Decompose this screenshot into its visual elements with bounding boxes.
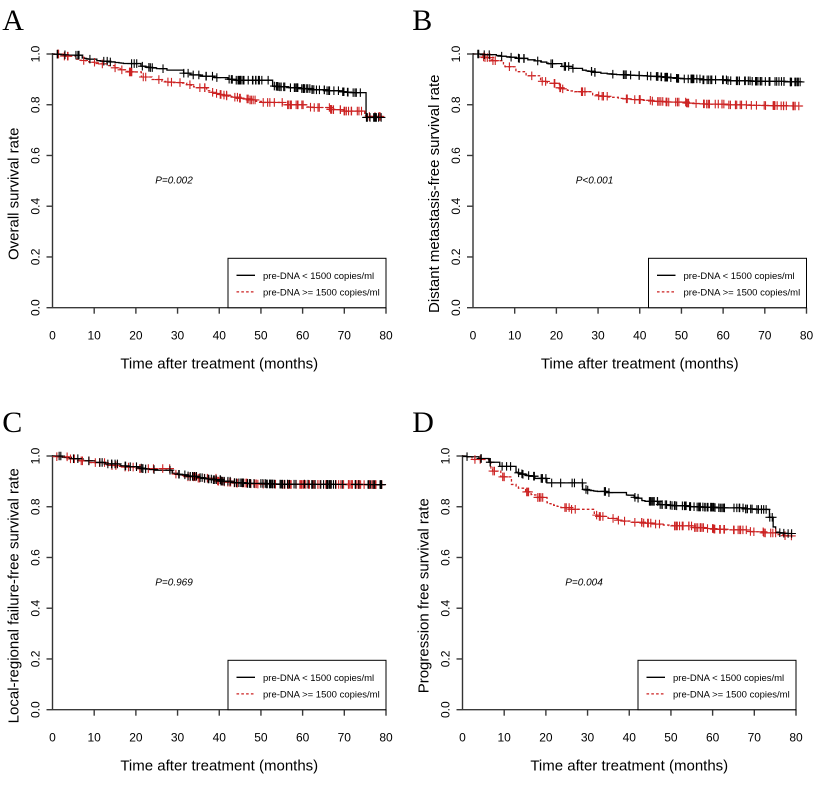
svg-text:0.4: 0.4 [29,198,43,215]
svg-text:80: 80 [379,730,393,744]
svg-text:0.2: 0.2 [449,248,463,265]
svg-text:0: 0 [470,328,477,342]
svg-text:Time after treatment (months): Time after treatment (months) [541,356,739,373]
svg-text:50: 50 [675,328,689,342]
svg-text:70: 70 [338,328,352,342]
svg-text:0.0: 0.0 [29,299,43,316]
svg-text:pre-DNA < 1500 copies/ml: pre-DNA < 1500 copies/ml [263,673,374,684]
svg-text:0.2: 0.2 [29,650,43,667]
svg-text:30: 30 [591,328,605,342]
svg-text:30: 30 [171,730,185,744]
svg-text:Local-regional failure-free su: Local-regional failure-free survival rat… [6,468,23,723]
svg-text:0: 0 [459,730,466,744]
svg-text:pre-DNA >= 1500 copies/ml: pre-DNA >= 1500 copies/ml [263,689,380,700]
svg-text:Overall survival rate: Overall survival rate [6,127,23,260]
svg-text:0.6: 0.6 [29,549,43,566]
svg-text:1.0: 1.0 [29,447,43,464]
svg-text:0.4: 0.4 [29,600,43,617]
svg-text:0.6: 0.6 [439,549,453,566]
svg-text:60: 60 [706,730,720,744]
svg-text:P<0.001: P<0.001 [576,176,614,187]
svg-text:0: 0 [49,730,56,744]
svg-text:pre-DNA < 1500 copies/ml: pre-DNA < 1500 copies/ml [684,271,795,282]
svg-text:A: A [2,4,24,37]
svg-text:80: 80 [789,730,803,744]
svg-text:0.0: 0.0 [439,701,453,718]
svg-text:40: 40 [623,730,637,744]
svg-text:P=0.969: P=0.969 [155,578,193,589]
svg-text:60: 60 [296,730,310,744]
svg-text:Time after treatment (months): Time after treatment (months) [120,356,318,373]
svg-text:10: 10 [88,730,102,744]
svg-text:0.8: 0.8 [29,96,43,113]
svg-text:pre-DNA >= 1500 copies/ml: pre-DNA >= 1500 copies/ml [673,689,790,700]
svg-text:Progression free survival rate: Progression free survival rate [416,498,433,693]
svg-text:70: 70 [758,328,772,342]
svg-text:0.8: 0.8 [449,96,463,113]
svg-text:0.6: 0.6 [449,147,463,164]
svg-text:60: 60 [716,328,730,342]
svg-text:20: 20 [129,730,143,744]
svg-text:20: 20 [539,730,553,744]
svg-text:80: 80 [379,328,393,342]
svg-text:Time after treatment (months): Time after treatment (months) [120,758,318,775]
svg-text:60: 60 [296,328,310,342]
svg-text:50: 50 [254,730,268,744]
svg-text:10: 10 [88,328,102,342]
svg-text:20: 20 [129,328,143,342]
svg-text:70: 70 [748,730,762,744]
svg-text:0.4: 0.4 [449,198,463,215]
svg-text:10: 10 [498,730,512,744]
svg-text:Time after treatment (months): Time after treatment (months) [530,758,728,775]
svg-text:1.0: 1.0 [29,45,43,62]
svg-text:40: 40 [213,730,227,744]
svg-text:40: 40 [633,328,647,342]
svg-text:P=0.004: P=0.004 [565,578,603,589]
svg-text:1.0: 1.0 [439,447,453,464]
svg-text:P=0.002: P=0.002 [155,176,193,187]
svg-text:0.0: 0.0 [449,299,463,316]
svg-text:50: 50 [664,730,678,744]
svg-text:50: 50 [254,328,268,342]
svg-text:0.4: 0.4 [439,600,453,617]
svg-text:D: D [412,406,434,439]
svg-text:B: B [412,4,432,37]
svg-text:0.2: 0.2 [439,650,453,667]
svg-text:20: 20 [550,328,564,342]
svg-text:pre-DNA < 1500 copies/ml: pre-DNA < 1500 copies/ml [673,673,784,684]
svg-text:pre-DNA >= 1500 copies/ml: pre-DNA >= 1500 copies/ml [263,287,380,298]
svg-text:70: 70 [338,730,352,744]
svg-text:10: 10 [508,328,522,342]
svg-text:0: 0 [49,328,56,342]
svg-text:0.0: 0.0 [29,701,43,718]
svg-text:pre-DNA < 1500 copies/ml: pre-DNA < 1500 copies/ml [263,271,374,282]
svg-text:40: 40 [213,328,227,342]
svg-text:30: 30 [171,328,185,342]
svg-text:0.8: 0.8 [29,498,43,515]
svg-text:80: 80 [800,328,814,342]
svg-text:0.6: 0.6 [29,147,43,164]
svg-text:pre-DNA >= 1500 copies/ml: pre-DNA >= 1500 copies/ml [684,287,801,298]
svg-text:1.0: 1.0 [449,45,463,62]
svg-text:C: C [2,406,22,439]
svg-text:30: 30 [581,730,595,744]
svg-text:0.2: 0.2 [29,248,43,265]
svg-text:0.8: 0.8 [439,498,453,515]
svg-text:Distant metastasis-free surviv: Distant metastasis-free survival rate [426,75,443,313]
